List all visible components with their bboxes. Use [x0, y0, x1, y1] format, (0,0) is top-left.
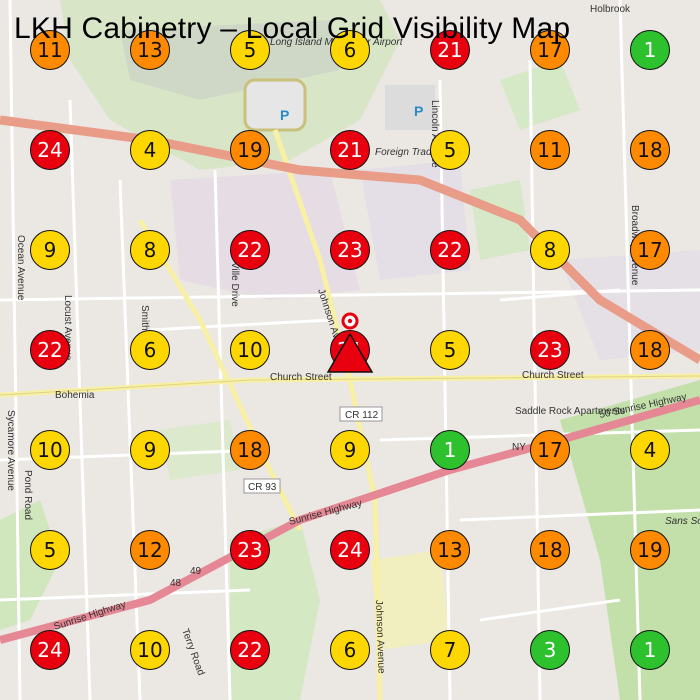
grid-rank-pin[interactable]: 10: [130, 630, 170, 670]
grid-rank-pin[interactable]: 12: [130, 530, 170, 570]
school-area: [370, 550, 450, 650]
parking-icon: P: [280, 107, 289, 123]
route-48-label: 48: [170, 578, 182, 589]
grid-rank-pin[interactable]: 23: [530, 330, 570, 370]
grid-rank-pin[interactable]: 21: [330, 130, 370, 170]
sans-souci-label: Sans Souci County Park: [665, 516, 700, 527]
grid-rank-pin[interactable]: 11: [30, 30, 70, 70]
grid-rank-pin[interactable]: 9: [30, 230, 70, 270]
commercial-area: [170, 170, 360, 300]
sycamore-label: Sycamore Avenue: [5, 410, 16, 491]
grid-rank-pin[interactable]: 24: [30, 630, 70, 670]
grid-rank-pin[interactable]: 18: [630, 130, 670, 170]
grid-rank-pin[interactable]: 17: [530, 30, 570, 70]
grid-rank-pin[interactable]: 1: [430, 430, 470, 470]
cr93-shield: [243, 478, 281, 494]
grid-rank-pin[interactable]: 1: [630, 30, 670, 70]
grid-rank-pin[interactable]: 6: [330, 30, 370, 70]
grid-rank-pin[interactable]: 6: [130, 330, 170, 370]
page-title: LKH Cabinetry – Local Grid Visibility Ma…: [14, 12, 571, 45]
grid-rank-pin[interactable]: 3: [530, 630, 570, 670]
cr112-shield: [339, 406, 383, 422]
grid-rank-pin[interactable]: 19: [230, 130, 270, 170]
grid-rank-pin[interactable]: 7: [430, 630, 470, 670]
grid-rank-pin[interactable]: 6: [330, 630, 370, 670]
grid-rank-pin[interactable]: 9: [330, 430, 370, 470]
parking-icon-2: P: [414, 103, 423, 119]
grid-rank-pin[interactable]: 19: [630, 530, 670, 570]
grid-rank-pin[interactable]: 5: [430, 330, 470, 370]
grid-rank-pin[interactable]: 22: [30, 330, 70, 370]
ny-shield-label: NY: [512, 442, 526, 453]
grid-rank-pin[interactable]: 13: [130, 30, 170, 70]
grid-rank-pin[interactable]: 17: [630, 230, 670, 270]
church-street-label-2: Church Street: [522, 370, 584, 381]
grid-rank-pin[interactable]: 23: [230, 530, 270, 570]
foreign-trade-zone-label: Foreign Trade Zone: [375, 147, 463, 158]
grid-rank-pin[interactable]: 4: [630, 430, 670, 470]
grid-rank-pin[interactable]: 13: [430, 530, 470, 570]
holbrook-label: Holbrook: [590, 4, 631, 15]
grid-rank-pin[interactable]: 5: [430, 130, 470, 170]
green-area-mid: [160, 420, 240, 480]
business-location-marker[interactable]: [320, 308, 380, 378]
grid-rank-pin[interactable]: 21: [430, 30, 470, 70]
grid-rank-pin[interactable]: 22: [230, 630, 270, 670]
bohemia-label: Bohemia: [55, 390, 95, 401]
locust-avenue-label: Locust Avenue: [62, 295, 73, 361]
grid-rank-pin[interactable]: 8: [130, 230, 170, 270]
cr112-label: CR 112: [345, 410, 379, 421]
grid-rank-pin[interactable]: 18: [530, 530, 570, 570]
church-street-label: Church Street: [270, 372, 332, 383]
grid-rank-pin[interactable]: 4: [130, 130, 170, 170]
grid-rank-pin[interactable]: 24: [330, 530, 370, 570]
grid-rank-pin[interactable]: 11: [530, 130, 570, 170]
lincoln-avenue-label: Lincoln Avenue: [429, 100, 440, 168]
ville-drive-label: Ville Drive: [229, 262, 240, 307]
grid-rank-pin[interactable]: 5: [230, 30, 270, 70]
grid-rank-pin[interactable]: 5: [30, 530, 70, 570]
johnson-avenue-label-2: Johnson Avenue: [373, 600, 387, 675]
grid-rank-pin[interactable]: 22: [230, 230, 270, 270]
parking-lot-2: [385, 85, 435, 130]
sunrise-highway: [0, 396, 700, 644]
grid-rank-pin[interactable]: 24: [30, 130, 70, 170]
green-area-north: [470, 180, 530, 260]
green-area: [500, 60, 580, 130]
grid-rank-pin[interactable]: 18: [230, 430, 270, 470]
business-triangle-icon: [326, 332, 374, 373]
grid-rank-pin[interactable]: 17: [530, 430, 570, 470]
pond-road-label: Pond Road: [22, 470, 33, 520]
grid-rank-pin[interactable]: 8: [530, 230, 570, 270]
grid-rank-pin[interactable]: 1: [630, 630, 670, 670]
grid-rank-pin[interactable]: 10: [230, 330, 270, 370]
airport-parking-lot: [243, 78, 307, 132]
grid-rank-pin[interactable]: 18: [630, 330, 670, 370]
grid-rank-pin[interactable]: 23: [330, 230, 370, 270]
cr93-label: CR 93: [248, 482, 277, 493]
ocean-avenue-label: Ocean Avenue: [15, 235, 26, 301]
grid-rank-pin[interactable]: 10: [30, 430, 70, 470]
grid-rank-pin[interactable]: 22: [430, 230, 470, 270]
grid-rank-pin[interactable]: 9: [130, 430, 170, 470]
route-49-label: 49: [190, 566, 202, 577]
saddle-rock-label: Saddle Rock Apartments: [515, 406, 625, 417]
